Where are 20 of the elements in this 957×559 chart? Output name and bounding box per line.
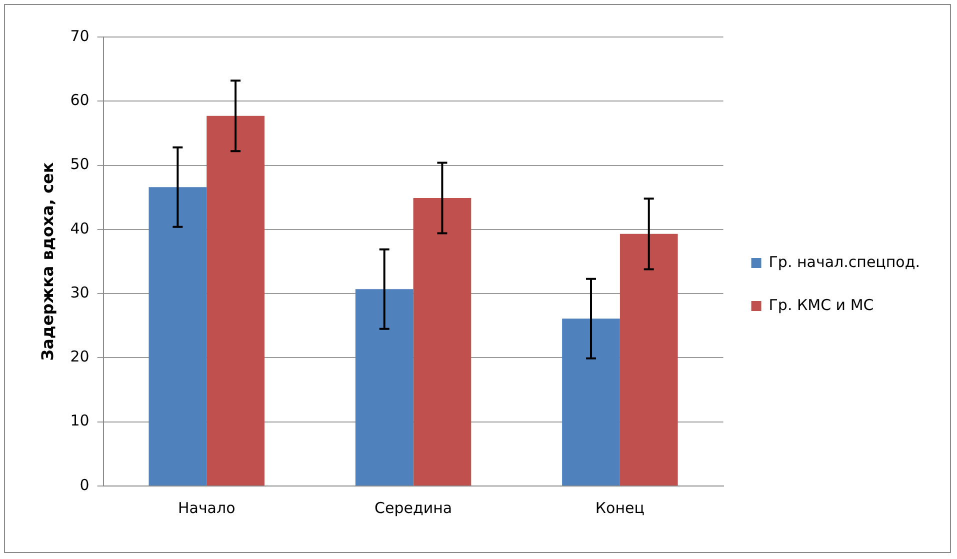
y-tick-label: 30: [70, 283, 90, 302]
y-tick-label: 50: [70, 155, 90, 174]
legend-label: Гр. начал.спецпод.: [768, 252, 920, 271]
x-tick-label: Начало: [178, 498, 236, 517]
bar: [206, 116, 264, 486]
bar: [562, 318, 620, 486]
x-tick-label: Середина: [374, 498, 452, 517]
y-tick-label: 10: [70, 412, 90, 430]
y-tick-label: 20: [70, 348, 90, 366]
y-tick-label: 70: [70, 26, 90, 45]
bar: [413, 198, 472, 486]
y-tick-label: 60: [70, 91, 90, 110]
bar: [148, 187, 207, 486]
legend-label: Гр. КМС и МС: [768, 296, 874, 314]
y-tick-label: 0: [80, 476, 90, 494]
x-tick-label: Конец: [595, 498, 644, 517]
bar: [355, 289, 414, 486]
y-tick-label: 40: [70, 219, 90, 238]
y-axis-title: Задержка вдоха, сек: [38, 162, 57, 361]
bar: [620, 234, 678, 486]
